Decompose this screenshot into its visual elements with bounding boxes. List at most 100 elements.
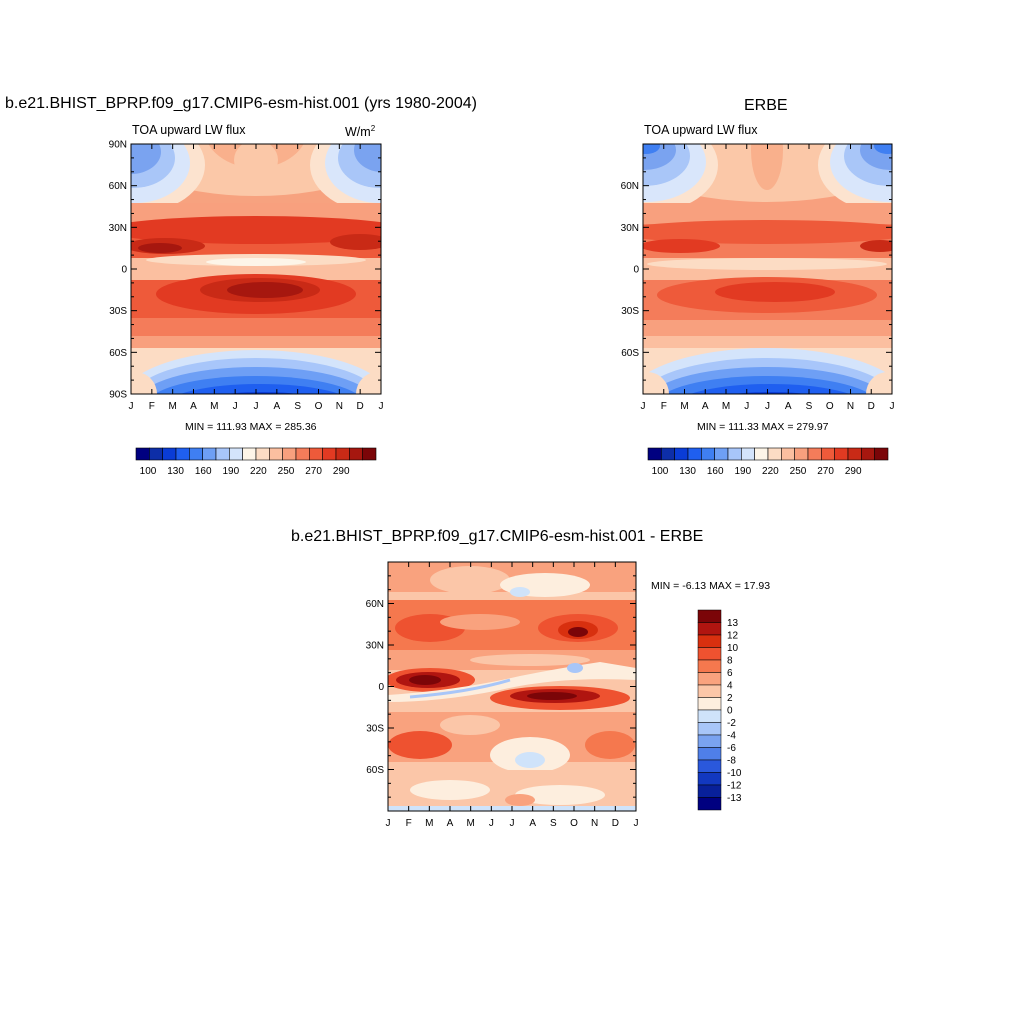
obs-colorbar-box	[661, 447, 675, 461]
obs-colorbar-label: 250	[790, 466, 807, 477]
obs-axes: J F M A M J J A S O N D J 60N 30N 0 30S 60S	[621, 144, 895, 412]
obs-colorbar-label: 290	[845, 466, 862, 477]
obs-colorbar-box	[701, 447, 715, 461]
diff-y-tick-label: 60S	[366, 765, 384, 776]
diff-colorbar-label: 10	[727, 643, 739, 654]
model-colorbar-box	[202, 447, 217, 461]
obs-x-tick-label: J	[890, 401, 895, 412]
diff-x-tick-label: F	[406, 818, 412, 829]
obs-colorbar-box	[781, 447, 795, 461]
obs-colorbar: 100 130 160 190 220 250 270 290	[647, 447, 889, 477]
obs-variable-label: TOA upward LW flux	[644, 123, 758, 137]
diff-colorbar-box	[697, 672, 722, 686]
obs-x-tick-label: D	[868, 401, 875, 412]
obs-x-tick-label: F	[661, 401, 667, 412]
diff-colorbar-label: -10	[727, 768, 742, 779]
diff-colorbar-label: -13	[727, 793, 742, 804]
diff-colorbar-label: -6	[727, 743, 736, 754]
diff-x-tick-label: A	[529, 818, 536, 829]
model-colorbar-box	[229, 447, 243, 461]
obs-y-tick-label: 30N	[621, 223, 639, 234]
model-x-tick-label: D	[357, 401, 364, 412]
model-units-exponent: 2	[370, 124, 376, 133]
obs-y-tick-label: 60N	[621, 181, 639, 192]
model-y-tick-label: 90N	[109, 140, 127, 151]
obs-colorbar-box	[754, 447, 769, 461]
obs-colorbar-label: 270	[817, 466, 834, 477]
diff-colorbar-label: 8	[727, 656, 733, 667]
diff-x-tick-label: J	[386, 818, 391, 829]
obs-colorbar-box	[821, 447, 835, 461]
obs-colorbar-box	[741, 447, 755, 461]
model-colorbar-box	[149, 447, 163, 461]
diff-x-tick-label: M	[425, 818, 433, 829]
obs-colorbar-box	[714, 447, 729, 461]
diff-y-tick-label: 60N	[366, 599, 384, 610]
diff-colorbar-label: 0	[727, 706, 733, 717]
obs-colorbar-box	[794, 447, 809, 461]
obs-colorbar-box	[727, 447, 742, 461]
model-x-tick-label: N	[336, 401, 343, 412]
obs-y-tick-label: 30S	[621, 306, 639, 317]
obs-y-tick-label: 60S	[621, 348, 639, 359]
diff-colorbar-box	[697, 759, 722, 773]
model-y-tick-label: 30N	[109, 223, 127, 234]
diff-x-tick-label: J	[634, 818, 639, 829]
obs-colorbar-box	[647, 447, 662, 461]
model-colorbar-label: 100	[140, 466, 157, 477]
diff-panel-title: b.e21.BHIST_BPRP.f09_g17.CMIP6-esm-hist.…	[291, 528, 704, 545]
model-x-tick-label: F	[149, 401, 155, 412]
model-y-tick-label: 90S	[109, 390, 127, 401]
model-x-tick-label: M	[210, 401, 218, 412]
obs-colorbar-box	[687, 447, 702, 461]
model-y-tick-label: 30S	[109, 306, 127, 317]
obs-x-tick-label: M	[680, 401, 688, 412]
model-axes: J F M A M J J A S O N D J 90N 60N 30N 0 30S 60S 90S	[109, 140, 384, 413]
model-x-tick-label: A	[273, 401, 280, 412]
obs-colorbar-label: 100	[652, 466, 669, 477]
model-colorbar-box	[242, 447, 257, 461]
diff-x-tick-label: J	[489, 818, 494, 829]
model-panel-title: b.e21.BHIST_BPRP.f09_g17.CMIP6-esm-hist.…	[5, 95, 477, 112]
obs-colorbar-box	[767, 447, 782, 461]
model-variable-label: TOA upward LW flux	[132, 123, 246, 137]
diff-colorbar-label: -4	[727, 731, 736, 742]
diff-axes: J F M A M J J A S O N D J 60N 30N 0 30S 60S	[366, 562, 639, 829]
model-x-tick-label: J	[254, 401, 259, 412]
model-colorbar-box	[349, 447, 363, 461]
obs-panel-title: ERBE	[744, 97, 788, 114]
obs-colorbar-label: 160	[707, 466, 724, 477]
obs-colorbar-box	[861, 447, 875, 461]
model-x-tick-label: S	[294, 401, 301, 412]
model-heatmap	[131, 144, 381, 394]
obs-x-tick-label: A	[702, 401, 709, 412]
diff-colorbar-label: 13	[727, 618, 739, 629]
obs-colorbar-box	[847, 447, 862, 461]
obs-colorbar-box	[834, 447, 849, 461]
model-colorbar-box	[309, 447, 323, 461]
diff-x-tick-label: D	[612, 818, 619, 829]
obs-x-tick-label: A	[785, 401, 792, 412]
diff-y-tick-label: 0	[378, 682, 384, 693]
model-colorbar-label: 160	[195, 466, 212, 477]
diff-heatmap	[388, 562, 636, 811]
diff-colorbar-box	[697, 634, 722, 648]
diff-x-tick-label: N	[591, 818, 598, 829]
diff-colorbar-box	[697, 647, 722, 661]
diff-colorbar-label: 6	[727, 668, 733, 679]
diff-colorbar-box	[697, 684, 722, 698]
model-x-tick-label: M	[168, 401, 176, 412]
model-colorbar-label: 290	[333, 466, 350, 477]
diff-colorbar-box	[697, 722, 722, 736]
model-units-text: W/m	[345, 125, 371, 140]
obs-y-tick-label: 0	[633, 265, 639, 276]
model-x-tick-label: J	[129, 401, 134, 412]
obs-x-tick-label: J	[641, 401, 646, 412]
model-x-tick-label: O	[315, 401, 323, 412]
diff-x-tick-label: M	[466, 818, 474, 829]
obs-colorbar-box	[874, 447, 889, 461]
diff-colorbar-box	[697, 659, 722, 673]
diff-y-tick-label: 30N	[366, 641, 384, 652]
diff-colorbar-label: -2	[727, 718, 736, 729]
